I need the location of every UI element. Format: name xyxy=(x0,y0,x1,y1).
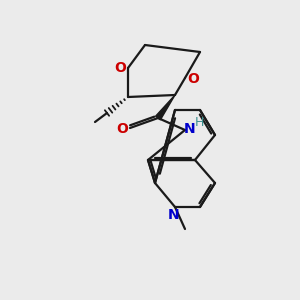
Text: O: O xyxy=(187,72,199,86)
Text: N: N xyxy=(184,122,196,136)
Text: O: O xyxy=(114,61,126,75)
Text: O: O xyxy=(116,122,128,136)
Text: N: N xyxy=(168,208,180,222)
Text: H: H xyxy=(194,116,204,130)
Polygon shape xyxy=(156,95,175,120)
